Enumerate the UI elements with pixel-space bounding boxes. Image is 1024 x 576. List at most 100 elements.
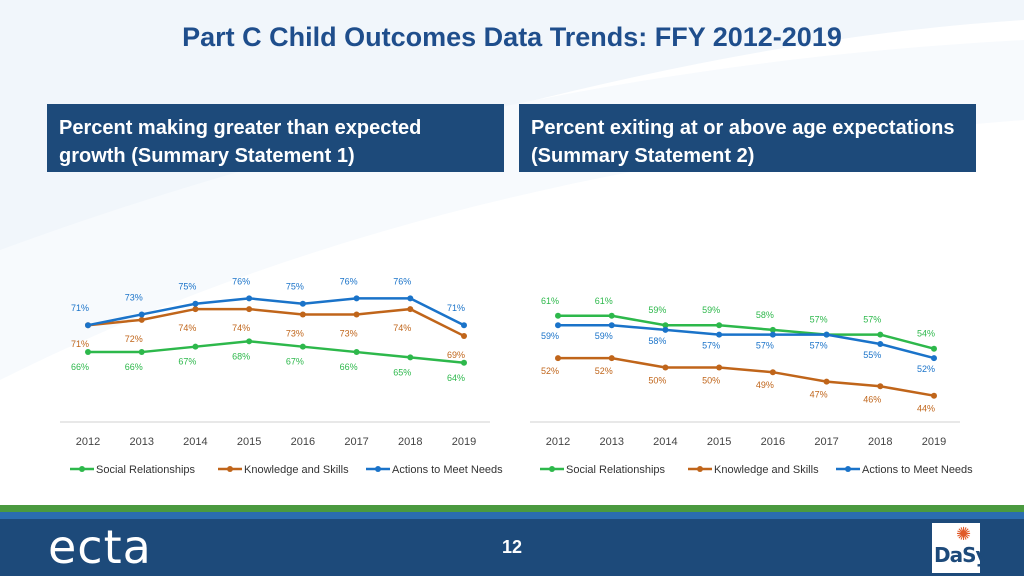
data-point-social <box>769 326 776 333</box>
data-label-social: 66% <box>125 362 143 372</box>
footer-green-band <box>0 505 1024 512</box>
data-label-social: 66% <box>71 362 89 372</box>
data-label-knowledge: 73% <box>286 328 304 338</box>
footer-bar <box>0 519 1024 576</box>
series-line-knowledge <box>558 356 935 397</box>
data-point-social <box>662 322 669 329</box>
data-label-knowledge: 44% <box>917 404 935 414</box>
x-tick-label: 2014 <box>183 436 207 448</box>
legend-marker-actions <box>375 466 381 472</box>
data-point-knowledge <box>662 364 669 371</box>
x-tick-label: 2016 <box>761 436 785 448</box>
series-line-actions <box>558 323 935 360</box>
data-point-actions <box>138 311 145 318</box>
data-point-knowledge <box>299 311 306 318</box>
legend-label-actions: Actions to Meet Needs <box>862 464 973 476</box>
data-label-actions: 59% <box>595 331 613 341</box>
data-label-knowledge: 69% <box>447 350 465 360</box>
data-point-knowledge <box>716 364 723 371</box>
legend-marker-social <box>79 466 85 472</box>
data-label-social: 57% <box>810 315 828 325</box>
data-point-knowledge <box>461 332 467 339</box>
data-point-actions <box>407 295 414 302</box>
data-label-actions: 75% <box>286 282 304 292</box>
x-tick-label: 2014 <box>653 436 677 448</box>
data-label-knowledge: 72% <box>125 334 143 344</box>
series-line-knowledge <box>87 307 465 338</box>
data-point-actions <box>555 322 561 329</box>
data-point-social <box>138 349 145 356</box>
data-label-knowledge: 49% <box>756 380 774 390</box>
data-label-social: 61% <box>541 296 559 306</box>
data-point-actions <box>246 295 253 302</box>
footer-blue-band <box>0 512 1024 519</box>
data-point-social <box>555 312 561 319</box>
data-label-actions: 76% <box>340 276 358 286</box>
legend-label-actions: Actions to Meet Needs <box>392 464 503 476</box>
data-point-actions <box>299 300 306 307</box>
ecta-logo: ecta <box>48 520 152 574</box>
data-label-actions: 55% <box>863 350 881 360</box>
summary-statement-2-chart: 2012 2013 2014 2015 2016 2017 2018 2019 61% 61% 59… <box>530 296 973 476</box>
data-label-knowledge: 74% <box>393 323 411 333</box>
data-point-actions <box>823 331 830 338</box>
x-tick-label: 2016 <box>291 436 315 448</box>
legend-label-social: Social Relationships <box>96 464 196 476</box>
x-tick-label: 2012 <box>76 436 100 448</box>
data-point-knowledge <box>877 383 884 390</box>
data-label-social: 58% <box>756 310 774 320</box>
data-point-actions <box>877 341 884 347</box>
data-label-actions: 59% <box>541 331 559 341</box>
legend-label-knowledge: Knowledge and Skills <box>244 464 349 476</box>
series-line-actions <box>87 297 465 327</box>
data-point-actions <box>769 331 776 338</box>
data-point-knowledge <box>192 306 199 313</box>
x-tick-label: 2013 <box>599 436 623 448</box>
data-point-social <box>192 343 199 350</box>
data-point-actions <box>353 295 360 302</box>
data-point-actions <box>608 322 615 329</box>
data-label-social: 65% <box>393 367 411 377</box>
data-label-social: 66% <box>340 362 358 372</box>
legend-marker-knowledge <box>697 466 703 472</box>
data-label-knowledge: 50% <box>648 376 666 386</box>
dasy-logo-text: DaSy <box>934 543 989 567</box>
data-point-actions <box>662 326 669 333</box>
page-number: 12 <box>501 537 523 557</box>
data-label-knowledge: 71% <box>71 339 89 349</box>
data-label-social: 61% <box>595 296 613 306</box>
data-point-knowledge <box>823 378 830 385</box>
data-label-actions: 57% <box>810 341 828 351</box>
x-tick-label: 2012 <box>546 436 570 448</box>
data-label-knowledge: 52% <box>595 366 613 376</box>
data-label-actions: 71% <box>71 303 89 313</box>
x-tick-label: 2018 <box>398 436 422 448</box>
data-label-actions: 57% <box>756 341 774 351</box>
data-label-knowledge: 52% <box>541 366 559 376</box>
x-tick-label: 2015 <box>707 436 731 448</box>
data-label-actions: 76% <box>393 276 411 286</box>
series-line-social <box>558 314 935 350</box>
data-point-knowledge <box>931 392 937 399</box>
data-label-actions: 76% <box>232 276 250 286</box>
data-label-social: 59% <box>648 305 666 315</box>
data-point-actions <box>85 322 91 329</box>
data-label-knowledge: 73% <box>340 328 358 338</box>
data-point-social <box>716 322 723 329</box>
data-point-social <box>85 349 91 356</box>
data-label-knowledge: 46% <box>863 394 881 404</box>
x-tick-label: 2019 <box>452 436 476 448</box>
legend-label-social: Social Relationships <box>566 464 666 476</box>
left-panel-heading: Percent making greater than expected gro… <box>47 104 504 172</box>
data-point-knowledge <box>246 306 253 313</box>
data-label-social: 67% <box>286 357 304 367</box>
data-label-actions: 57% <box>702 341 720 351</box>
data-label-knowledge: 74% <box>232 323 250 333</box>
data-point-actions <box>716 331 723 338</box>
data-point-actions <box>931 355 937 362</box>
legend-label-knowledge: Knowledge and Skills <box>714 464 819 476</box>
data-label-social: 57% <box>863 315 881 325</box>
x-tick-label: 2019 <box>922 436 946 448</box>
data-label-actions: 52% <box>917 364 935 374</box>
legend-marker-social <box>549 466 555 472</box>
